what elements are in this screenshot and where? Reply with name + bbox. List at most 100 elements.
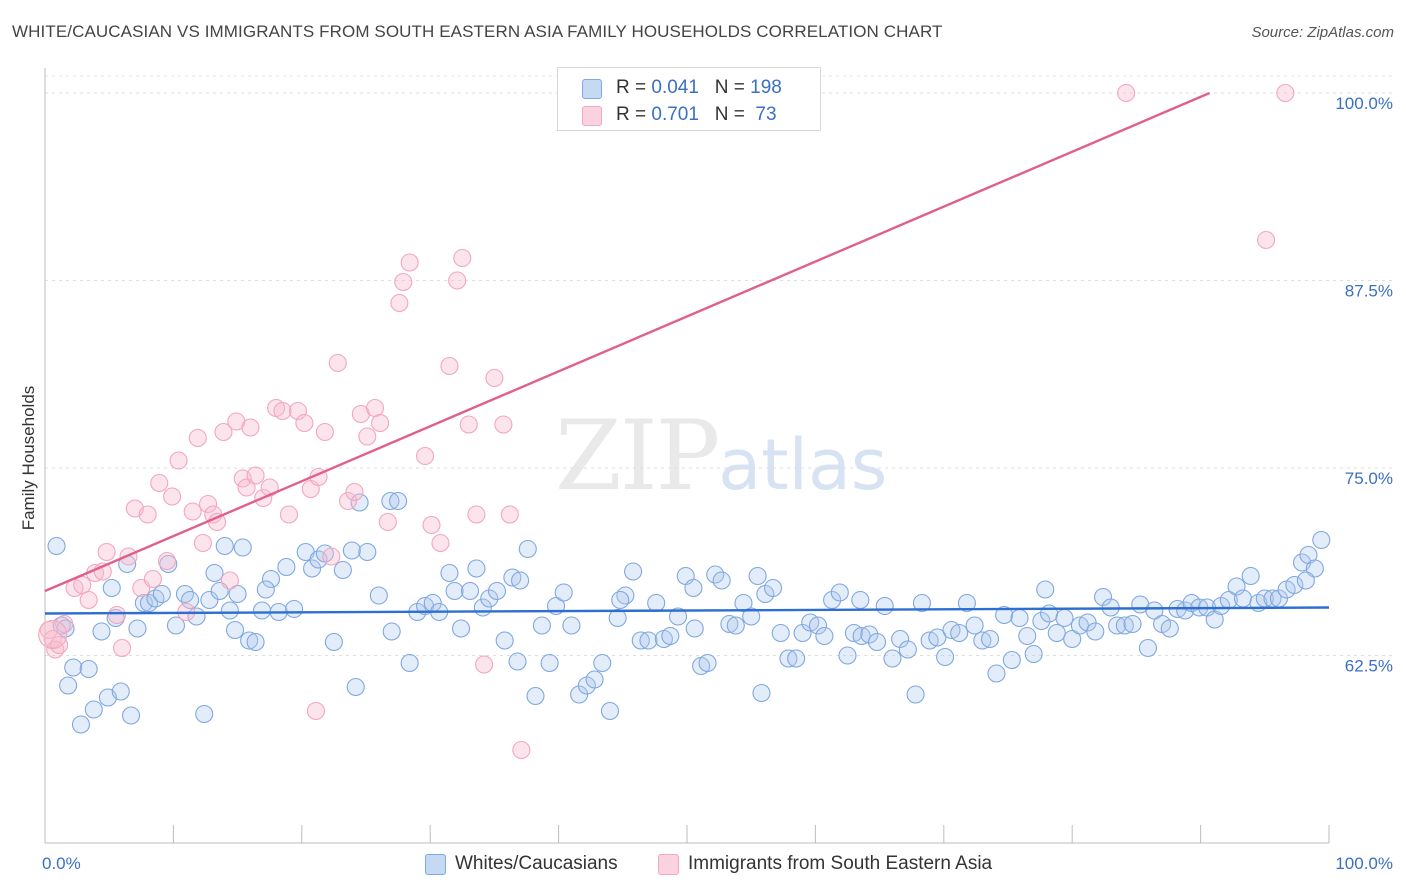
point-whites [451,619,471,638]
point-whites [668,607,688,626]
point-immigrants [459,415,478,434]
point-whites [445,581,464,601]
point-immigrants [55,614,74,634]
point-whites [1123,614,1142,634]
point-whites [369,586,388,605]
point-whites [906,685,925,704]
point-whites [980,629,1000,649]
point-whites [684,578,703,598]
point-whites [181,590,200,610]
point-immigrants [295,413,314,433]
source-label: Source: ZipAtlas.com [1251,24,1394,41]
point-immigrants [193,533,212,553]
point-whites [830,583,849,602]
point-immigrants [273,401,292,421]
point-whites [950,623,969,643]
point-whites [734,593,753,613]
point-whites [562,616,581,635]
watermark-zip: ZIP [555,400,720,512]
point-immigrants [79,590,98,610]
point-whites [134,593,153,613]
point-whites [382,622,401,641]
point-whites [333,560,352,580]
point-whites [1018,626,1037,646]
point-whites [631,631,650,650]
point-whites [779,649,798,668]
point-whites [860,625,879,644]
n-label: N = [714,104,751,125]
point-immigrants [50,635,69,655]
point-whites [742,607,761,626]
point-whites [1296,571,1315,590]
point-whites [608,608,627,628]
point-immigrants [338,491,358,511]
point-whites [1305,559,1324,578]
point-whites [698,653,717,673]
point-whites [47,536,66,556]
stats-legend: R = 0.041 N = 198 R = 0.701 N = 73 [557,67,821,131]
point-whites [712,571,731,590]
point-immigrants [494,415,513,434]
y-tick-label: 75.0% [1345,469,1393,488]
point-whites [1047,623,1066,643]
stats-legend-swatch-immigrants [582,106,602,126]
y-tick-label: 62.5% [1345,657,1393,676]
point-whites [175,584,195,604]
point-whites [1086,622,1105,641]
r-label: R = [616,104,652,125]
point-immigrants [138,505,157,524]
point-whites [838,646,857,665]
point-whites [460,581,480,601]
point-whites [771,623,790,643]
point-whites [518,539,537,559]
point-whites [358,542,377,562]
point-whites [342,541,361,560]
point-whites [225,620,245,640]
point-immigrants [1117,83,1136,103]
point-immigrants [1276,83,1295,103]
point-whites [787,649,806,668]
point-whites [793,623,812,643]
point-immigrants [214,422,233,442]
point-whites [246,632,265,652]
legend-swatch-whites [425,854,446,875]
point-whites [891,629,910,649]
chart-title: WHITE/CAUCASIAN VS IMMIGRANTS FROM SOUTH… [12,22,943,41]
r-value: 0.701 [651,104,699,125]
point-whites [256,580,275,599]
point-immigrants [183,502,202,521]
point-whites [152,584,171,604]
point-whites [467,559,486,578]
y-tick-label: 100.0% [1335,94,1393,113]
point-whites [511,571,530,590]
point-immigrants [188,428,207,448]
point-whites [1160,619,1179,638]
point-whites [400,653,419,673]
trendline-immigrants [44,91,1211,593]
point-immigrants [157,551,177,571]
point-whites [508,652,527,671]
stats-legend-swatch-whites [582,79,602,99]
point-immigrants [400,253,419,272]
point-immigrants [97,542,116,562]
point-whites [1115,616,1134,635]
point-immigrants [390,293,409,313]
legend-label-immigrants: Immigrants from South Eastern Asia [688,853,993,874]
point-whites [585,670,604,689]
point-whites [851,590,870,610]
r-label: R = [616,77,652,98]
point-immigrants [512,740,531,760]
point-whites [973,631,992,650]
point-whites [611,590,630,610]
point-whites [166,616,186,635]
point-whites [957,593,976,613]
point-immigrants [322,547,341,566]
point-whites [1002,650,1021,670]
point-whites [1108,616,1127,635]
point-whites [600,701,620,721]
point-immigrants [394,272,413,292]
point-whites [84,700,103,719]
point-immigrants [199,494,218,514]
point-whites [220,601,239,620]
